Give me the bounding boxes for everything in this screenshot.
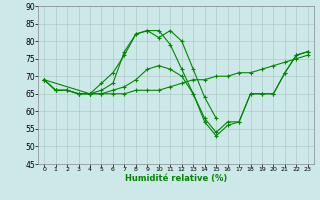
X-axis label: Humidité relative (%): Humidité relative (%) [125,174,227,183]
